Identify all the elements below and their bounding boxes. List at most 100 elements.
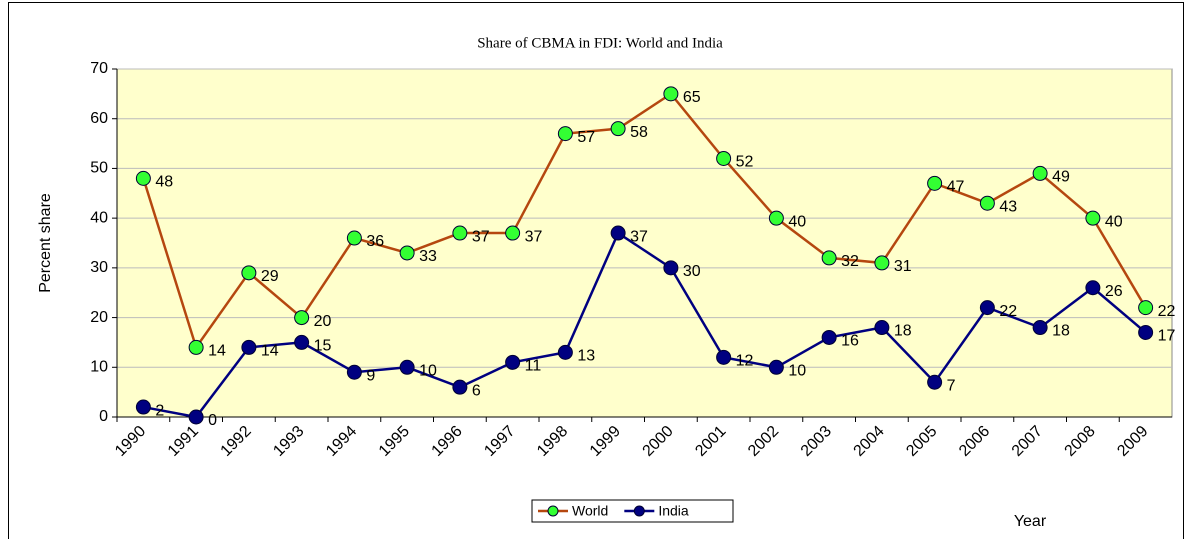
data-label: 11 [525,358,542,375]
data-label: 36 [366,233,384,250]
marker [399,245,415,261]
y-tick-label: 30 [90,259,108,276]
marker [1138,300,1154,316]
marker [294,334,310,350]
marker [399,359,415,375]
legend-label: World [572,503,608,519]
data-label: 40 [788,213,806,230]
data-label: 7 [947,377,956,394]
marker [135,170,151,186]
marker [505,354,521,370]
marker [188,339,204,355]
marker [768,210,784,226]
data-label: 29 [261,268,279,285]
data-label: 22 [999,303,1017,320]
marker [979,195,995,211]
data-label: 47 [947,179,965,196]
marker [1085,210,1101,226]
data-label: 13 [577,348,595,365]
marker [821,250,837,266]
data-label: 30 [683,263,701,280]
data-label: 15 [314,338,332,355]
data-label: 22 [1158,303,1176,320]
y-tick-label: 60 [90,110,108,127]
data-label: 14 [208,343,226,360]
y-tick-label: 10 [90,359,108,376]
data-label: 37 [525,228,543,245]
legend-label: India [658,503,689,519]
marker [1032,320,1048,336]
x-axis-label: Year [1014,513,1047,530]
marker [557,344,573,360]
marker [610,121,626,137]
data-label: 49 [1052,169,1070,186]
marker [241,265,257,281]
data-label: 31 [894,258,912,275]
chart-title: Share of CBMA in FDI: World and India [477,35,723,51]
marker [505,225,521,241]
marker [452,379,468,395]
marker [768,359,784,375]
data-label: 18 [894,323,912,340]
data-label: 10 [419,363,437,380]
marker [1032,165,1048,181]
y-axis-label: Percent share [37,193,54,293]
marker [927,175,943,191]
y-tick-label: 50 [90,160,108,177]
marker [874,320,890,336]
data-label: 40 [1105,213,1123,230]
data-label: 2 [155,402,164,419]
data-label: 33 [419,248,437,265]
marker [663,260,679,276]
y-tick-label: 0 [99,408,108,425]
data-label: 17 [1158,328,1176,345]
data-label: 37 [630,228,648,245]
data-label: 10 [788,363,806,380]
marker [135,399,151,415]
marker [610,225,626,241]
data-label: 6 [472,382,481,399]
marker [1085,280,1101,296]
marker [452,225,468,241]
marker [346,364,362,380]
series-line [142,92,1147,351]
data-label: 16 [841,333,859,350]
data-label: 0 [208,412,217,429]
data-label: 65 [683,89,701,106]
y-tick-label: 70 [90,60,108,77]
marker [188,409,204,425]
marker [821,329,837,345]
marker [979,300,995,316]
data-label: 20 [314,313,332,330]
data-label: 18 [1052,323,1070,340]
data-label: 48 [155,174,173,191]
legend-marker [633,505,645,517]
marker [716,150,732,166]
data-label: 14 [261,343,279,360]
marker [1138,324,1154,340]
data-label: 26 [1105,283,1123,300]
marker [716,349,732,365]
plot-area [116,68,1173,418]
data-label: 37 [472,228,490,245]
marker [294,310,310,326]
data-label: 52 [736,154,754,171]
y-tick-label: 20 [90,309,108,326]
marker [874,255,890,271]
marker [927,374,943,390]
data-label: 43 [999,198,1017,215]
marker [557,126,573,142]
marker [346,230,362,246]
legend-marker [547,505,559,517]
data-label: 57 [577,129,595,146]
data-label: 32 [841,253,859,270]
marker [663,86,679,102]
data-label: 9 [366,367,375,384]
series-line [143,231,1147,419]
marker [241,339,257,355]
data-label: 12 [736,353,754,370]
y-tick-label: 40 [90,209,108,226]
data-label: 58 [630,124,648,141]
